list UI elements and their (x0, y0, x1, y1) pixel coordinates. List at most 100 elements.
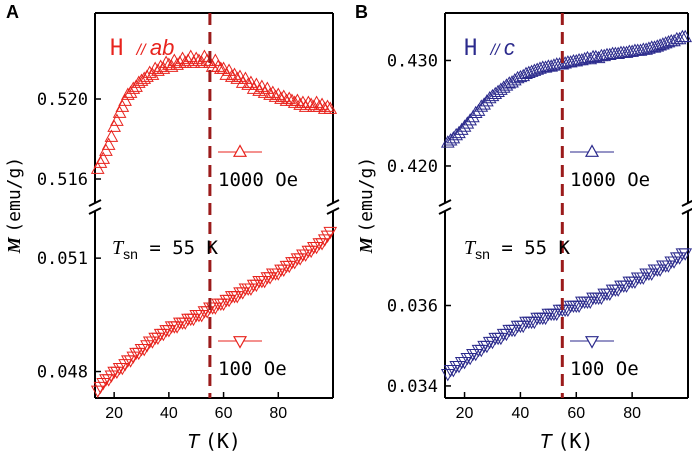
data-point (118, 93, 132, 106)
data-point (123, 355, 138, 368)
data-point (533, 61, 547, 74)
data-point (457, 119, 472, 132)
data-point (619, 45, 634, 58)
data-point (96, 151, 111, 164)
data-point (126, 81, 141, 94)
data-point (301, 95, 316, 108)
data-point (463, 113, 477, 126)
y-tick-label: 0.430 (387, 51, 438, 71)
data-point (494, 82, 508, 95)
data-point (633, 43, 648, 56)
data-point (588, 49, 603, 63)
data-point (320, 99, 335, 112)
data-point (151, 332, 165, 346)
y-axis-label: M (emu/g) (356, 157, 377, 254)
data-point (482, 90, 497, 104)
axis-break-mark (326, 199, 340, 207)
legend-label: 1000 Oe (218, 169, 298, 191)
x-axis-unit: (K) (557, 429, 593, 453)
y-tick-label: 0.048 (37, 363, 88, 383)
data-point (287, 95, 302, 108)
panel-label: A (6, 2, 19, 22)
data-point (192, 53, 206, 66)
data-point (120, 87, 135, 100)
data-point (527, 63, 542, 76)
data-point (263, 272, 277, 285)
data-point (110, 366, 124, 380)
y-tick-label: 0.034 (387, 377, 438, 397)
axis-break-mark (681, 207, 692, 215)
data-point (249, 279, 264, 293)
data-point (304, 245, 318, 259)
data-point (170, 321, 184, 334)
data-point (538, 60, 553, 73)
data-point (257, 276, 272, 289)
data-point (440, 135, 455, 148)
x-tick-label: 80 (269, 405, 287, 422)
axis-break-mark (88, 207, 102, 215)
data-point (317, 234, 332, 247)
series-upper: 0.516 0.520 1000 Oe (37, 49, 338, 191)
data-point (263, 87, 277, 100)
data-point (162, 57, 176, 70)
y-axis-symbol: M (4, 233, 24, 255)
tsn-symbol: T (112, 237, 125, 259)
data-point (126, 351, 141, 364)
data-point (211, 59, 225, 72)
data-point (639, 42, 653, 55)
panel-label: B (355, 2, 368, 22)
data-point (148, 61, 163, 74)
data-point (580, 50, 595, 64)
data-point (597, 48, 612, 62)
data-point (625, 44, 639, 57)
x-axis-label: T (K) (187, 429, 241, 453)
tsn-symbol: T (464, 237, 477, 259)
data-point (672, 31, 687, 45)
data-point (650, 39, 665, 52)
data-point (274, 91, 288, 104)
x-tick-label: 80 (623, 405, 641, 422)
tsn-value: = 55 K (490, 237, 571, 259)
data-point (104, 370, 119, 383)
data-point (583, 51, 598, 65)
data-point (93, 381, 108, 395)
data-point (99, 143, 113, 156)
data-point (653, 38, 667, 51)
data-point (282, 260, 297, 274)
data-point (244, 283, 258, 296)
data-point (323, 226, 338, 240)
y-tick-label: 0.516 (37, 170, 88, 190)
data-point (298, 249, 313, 262)
data-point (118, 359, 132, 372)
series-lower: 0.034 0.036 100 Oe (387, 248, 692, 397)
data-point (276, 264, 291, 277)
data-point (222, 294, 236, 308)
legend-label: 100 Oe (218, 358, 287, 380)
title-direction: c (504, 35, 515, 60)
data-point (591, 50, 606, 64)
legend-marker (584, 144, 600, 157)
data-point (194, 310, 209, 323)
x-axis-symbol: T (187, 431, 205, 453)
data-point (569, 54, 584, 67)
data-point (312, 99, 327, 112)
data-point (208, 302, 223, 315)
y-tick-label: 0.520 (37, 90, 88, 110)
y-axis-unit: (emu/g) (356, 157, 377, 233)
data-point (131, 347, 146, 361)
x-tick-label: 40 (512, 405, 530, 422)
x-tick-label: 40 (160, 405, 178, 422)
data-point (115, 362, 130, 376)
tsn-subscript: sn (123, 246, 138, 262)
x-axis-label: T (K) (540, 429, 594, 453)
y-axis-unit: (emu/g) (4, 157, 25, 233)
data-point (90, 385, 105, 398)
x-tick-label: 60 (215, 405, 233, 422)
data-point (268, 89, 283, 102)
data-point (611, 46, 626, 59)
y-tick-label: 0.420 (387, 157, 438, 177)
panel-title: H // ab (110, 35, 174, 61)
data-point (488, 86, 503, 100)
legend-marker (232, 336, 248, 349)
